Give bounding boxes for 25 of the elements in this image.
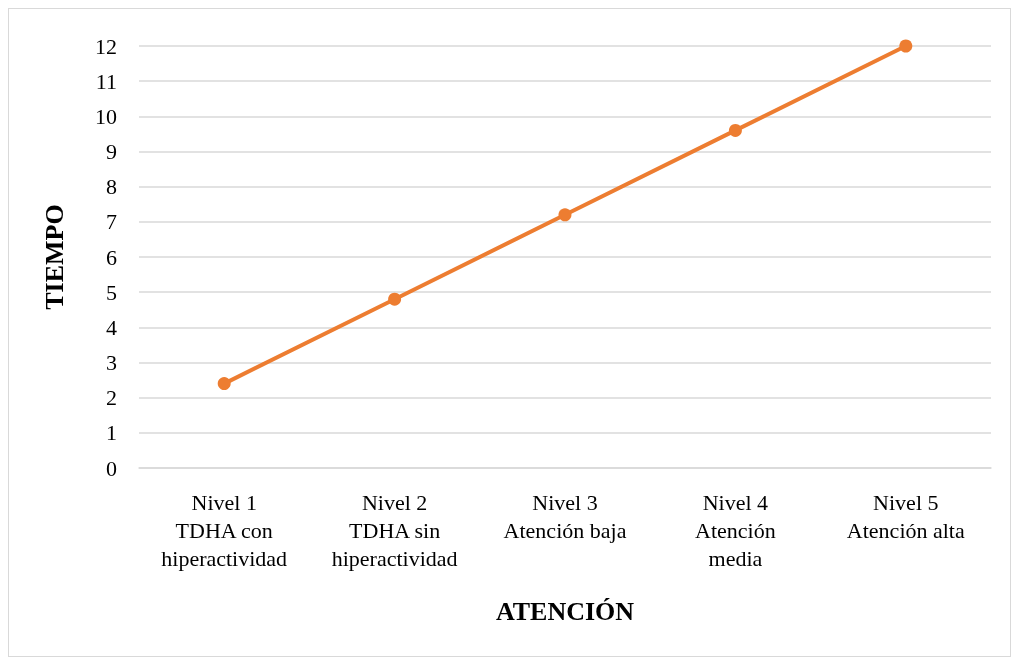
- y-axis-title: TIEMPO: [39, 204, 69, 310]
- x-tick-label: Nivel 2 TDHA sin hiperactividad: [331, 489, 458, 571]
- x-tick-label: Nivel 3 Atención baja: [503, 489, 627, 543]
- y-tick-label: 0: [106, 455, 117, 481]
- y-tick-label: 2: [106, 385, 117, 411]
- point: [217, 377, 231, 391]
- y-tick-label: 3: [106, 350, 117, 375]
- y-tick-label: 8: [106, 174, 117, 200]
- y-tick-label: 5: [106, 279, 117, 305]
- x-axis-title: ATENCIÓN: [495, 596, 635, 626]
- x-tick-label: Nivel 4 Atención media: [695, 489, 776, 571]
- x-tick-label: Nivel 5 Atención alta: [846, 489, 965, 543]
- y-tick-label: 4: [106, 314, 117, 340]
- y-tick-label: 7: [106, 209, 117, 235]
- y-tick-label: 6: [106, 244, 117, 270]
- y-tick-label: 10: [95, 103, 117, 129]
- y-tick-label: 12: [95, 33, 117, 59]
- point: [899, 39, 913, 53]
- point: [728, 123, 742, 137]
- y-tick-label: 11: [95, 68, 117, 94]
- x-tick-label: Nivel 1 TDHA con hiperactividad: [161, 489, 288, 571]
- y-tick-label: 1: [106, 420, 117, 446]
- y-tick-label: 9: [106, 139, 117, 164]
- point: [558, 208, 572, 222]
- point: [388, 292, 402, 306]
